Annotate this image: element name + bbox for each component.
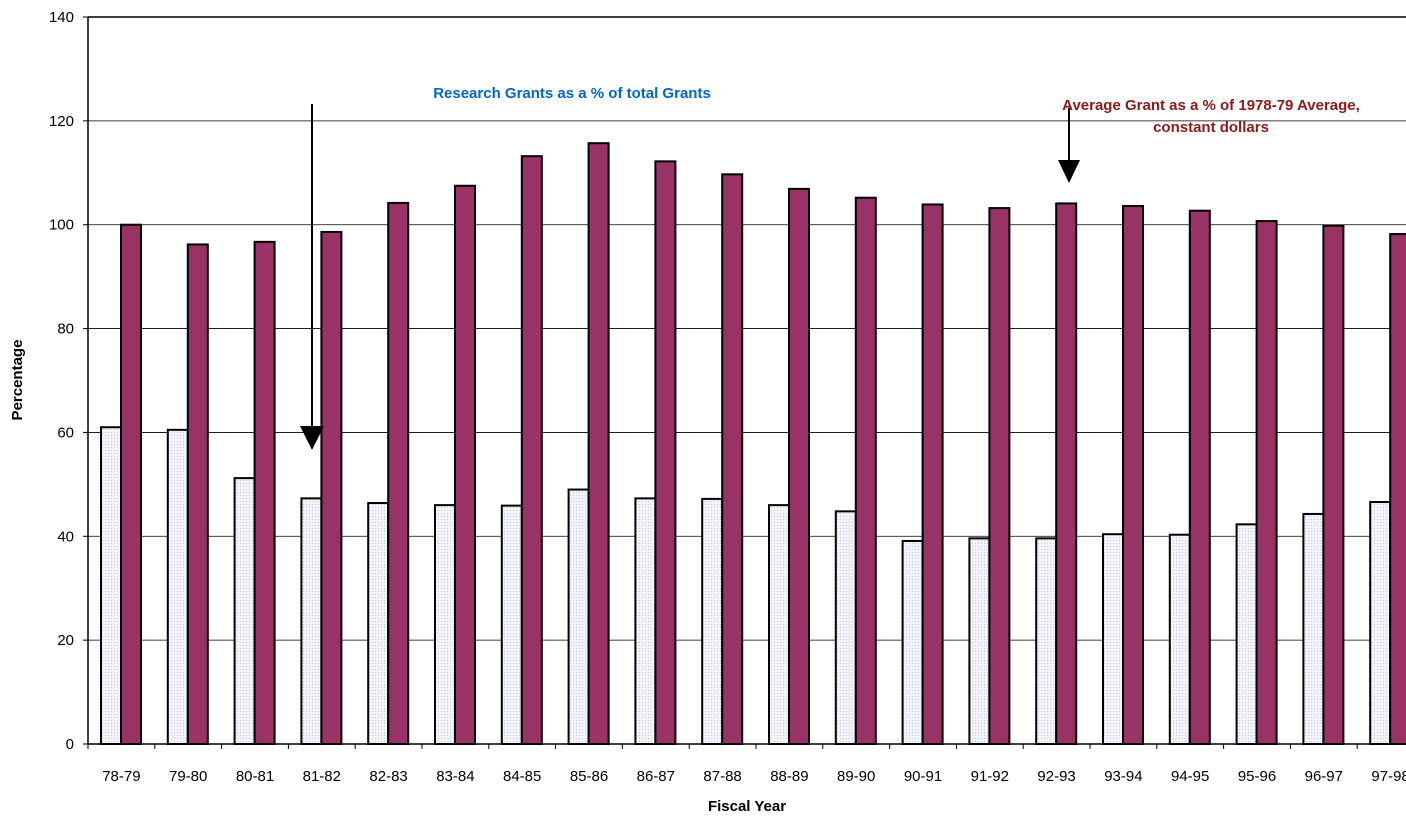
- y-tick-label: 100: [49, 217, 74, 234]
- x-tick-label: 78-79: [102, 768, 140, 785]
- bar-average-grant: [1055, 202, 1078, 745]
- y-tick-label: 120: [49, 113, 74, 130]
- y-axis-title: Percentage: [9, 340, 26, 421]
- x-tick-label: 86-87: [637, 768, 675, 785]
- bar-research-grants: [1035, 537, 1058, 745]
- bar-research-grants: [100, 426, 122, 745]
- bar-research-grants: [166, 428, 189, 745]
- bar-average-grant: [654, 160, 677, 745]
- bar-average-grant: [1389, 233, 1406, 745]
- bar-average-grant: [520, 155, 543, 745]
- bar-average-grant: [120, 223, 142, 745]
- x-tick-label: 95-96: [1238, 768, 1276, 785]
- bars: [100, 142, 1406, 746]
- x-tick-label: 83-84: [436, 768, 474, 785]
- bar-average-grant: [320, 230, 343, 745]
- annotation-average-grant-line2: constant dollars: [1153, 119, 1269, 136]
- x-tick-label: 97-98: [1371, 768, 1406, 785]
- x-tick-label: 89-90: [837, 768, 875, 785]
- x-tick-label: 88-89: [770, 768, 808, 785]
- bar-research-grants: [634, 497, 657, 746]
- bar-research-grants: [367, 502, 390, 745]
- x-tick-labels: 78-79 79-80 80-81 81-82 82-83 83-84 84-85 85-86…: [87, 744, 1406, 785]
- y-tick-label: 140: [49, 9, 74, 26]
- bar-research-grants: [434, 504, 456, 745]
- bar-average-grant: [854, 196, 877, 745]
- y-tick-label: 40: [57, 528, 74, 545]
- bar-research-grants: [834, 510, 857, 745]
- y-tick-label: 0: [66, 736, 74, 753]
- x-tick-label: 80-81: [236, 768, 274, 785]
- x-tick-label: 90-91: [904, 768, 942, 785]
- annotation-average-grant-line1: Average Grant as a % of 1978-79 Average,: [1062, 97, 1360, 114]
- bar-research-grants: [500, 504, 523, 745]
- annotation-research-grants: Research Grants as a % of total Grants: [433, 85, 711, 102]
- bar-research-grants: [901, 539, 924, 745]
- y-tick-labels: 0 20 40 60 80 100 120 140: [49, 9, 88, 753]
- bar-average-grant: [454, 184, 476, 745]
- bar-research-grants: [1302, 512, 1325, 745]
- x-tick-label: 94-95: [1171, 768, 1209, 785]
- x-tick-label: 81-82: [303, 768, 341, 785]
- x-tick-label: 87-88: [703, 768, 741, 785]
- bar-average-grant: [721, 173, 744, 745]
- bar-average-grant: [186, 243, 209, 745]
- bar-average-grant: [921, 203, 944, 745]
- y-tick-label: 20: [57, 632, 74, 649]
- bar-average-grant: [587, 142, 610, 746]
- bar-average-grant: [1255, 220, 1278, 745]
- bar-average-grant: [988, 207, 1011, 745]
- bar-research-grants: [768, 504, 790, 745]
- bar-research-grants: [300, 497, 323, 746]
- bar-research-grants: [1369, 501, 1392, 745]
- bar-average-grant: [387, 201, 410, 745]
- x-tick-label: 84-85: [503, 768, 541, 785]
- x-tick-label: 82-83: [369, 768, 407, 785]
- bar-research-grants: [1235, 523, 1258, 746]
- x-tick-label: 92-93: [1037, 768, 1075, 785]
- y-tick-label: 80: [57, 321, 74, 338]
- bar-research-grants: [233, 477, 256, 745]
- x-tick-label: 96-97: [1305, 768, 1343, 785]
- bar-research-grants: [567, 488, 590, 745]
- x-tick-label: 91-92: [971, 768, 1009, 785]
- bar-research-grants: [1168, 533, 1191, 745]
- bar-research-grants: [968, 537, 991, 745]
- x-axis-title: Fiscal Year: [708, 798, 786, 815]
- bar-average-grant: [1188, 209, 1211, 746]
- bar-average-grant: [788, 187, 810, 746]
- annotation-arrow-research-head: [300, 426, 324, 450]
- bar-research-grants: [701, 497, 724, 746]
- x-tick-label: 79-80: [169, 768, 207, 785]
- bar-average-grant: [253, 240, 276, 745]
- bar-average-grant: [1122, 205, 1144, 745]
- x-tick-label: 85-86: [570, 768, 608, 785]
- bar-average-grant: [1322, 224, 1345, 745]
- annotation-arrow-average-head: [1058, 160, 1080, 183]
- x-tick-label: 93-94: [1104, 768, 1142, 785]
- y-tick-label: 60: [57, 424, 74, 441]
- bar-research-grants: [1102, 533, 1124, 745]
